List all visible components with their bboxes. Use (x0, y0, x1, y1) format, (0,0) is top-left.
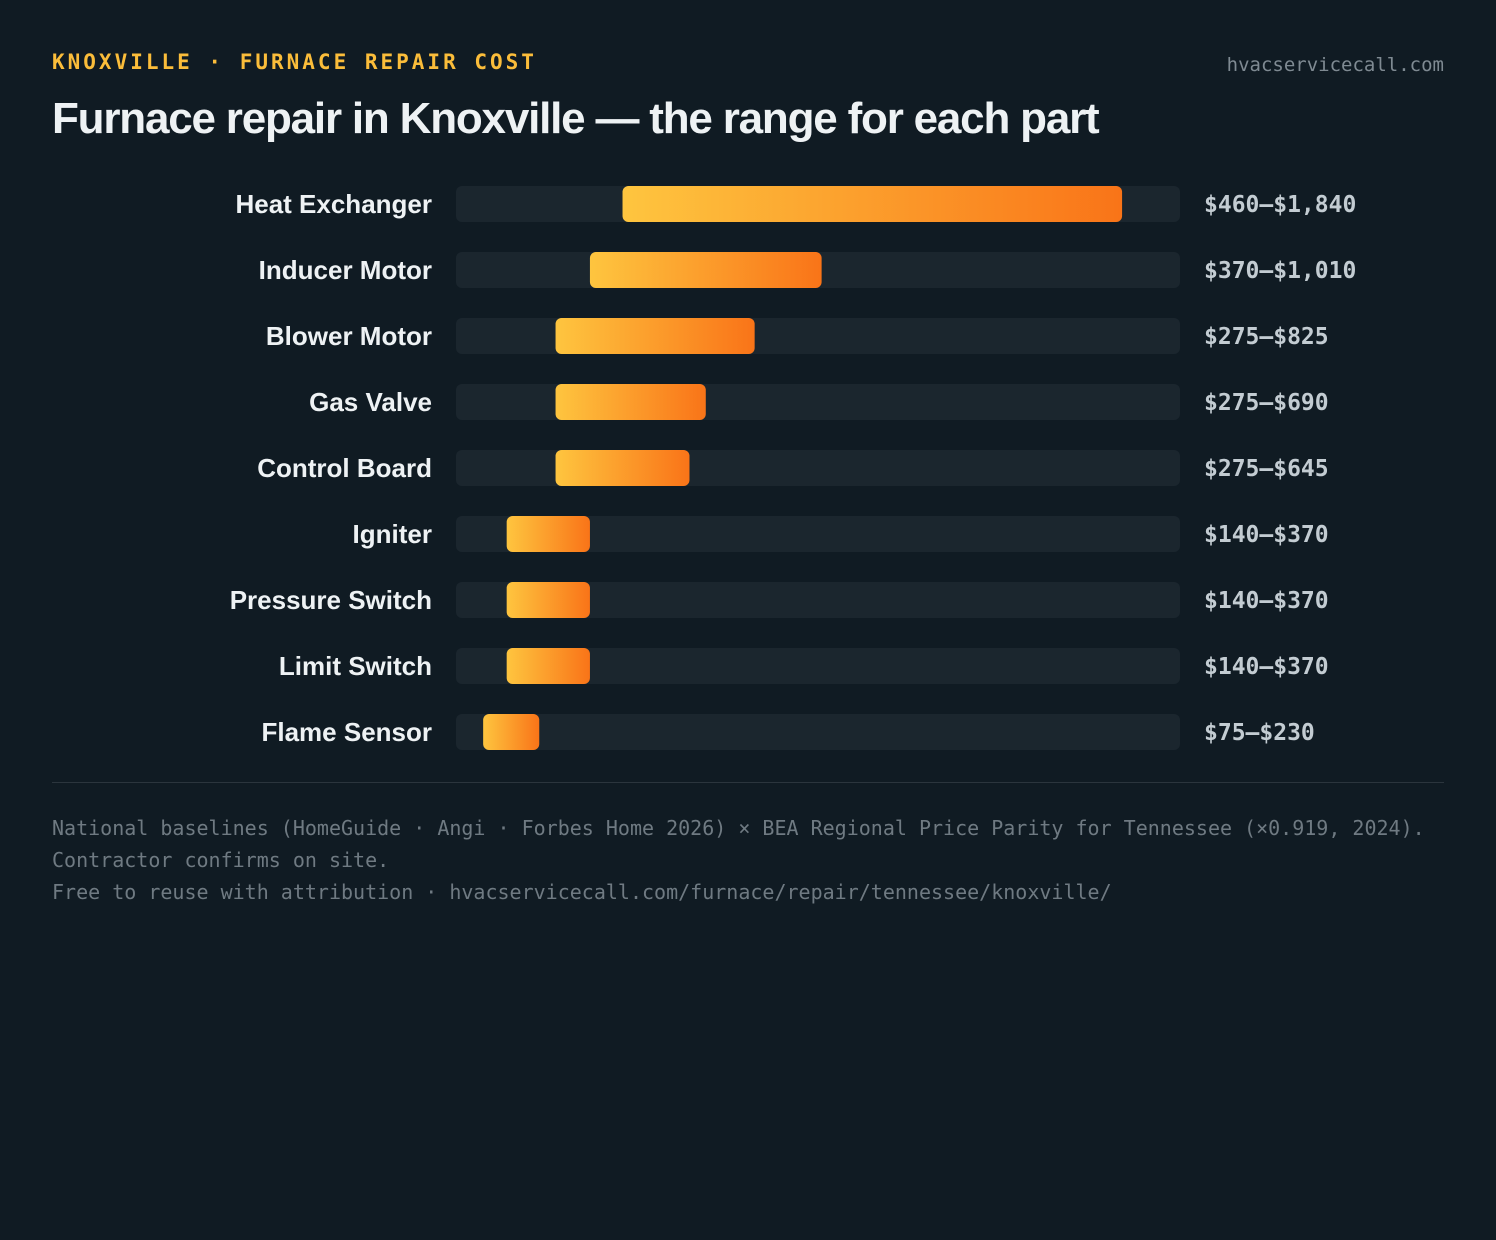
value-label: $275–$690 (1204, 390, 1329, 416)
category-label: Gas Valve (309, 387, 432, 417)
footer-divider (52, 782, 1444, 783)
bar-row-blower-motor: Blower Motor $275–$825 (266, 318, 1329, 354)
bar-track (456, 582, 1180, 618)
range-bar (589, 252, 822, 288)
site-domain: hvacservicecall.com (1226, 54, 1444, 76)
eyebrow-label: KNOXVILLE · FURNACE REPAIR COST (52, 50, 537, 74)
bar-row-igniter: Igniter $140–$370 (353, 516, 1329, 552)
bar-row-gas-valve: Gas Valve $275–$690 (309, 384, 1329, 420)
bar-track (456, 516, 1180, 552)
bar-track (456, 714, 1180, 750)
value-label: $140–$370 (1204, 522, 1329, 548)
footer-attribution-line: Free to reuse with attribution · hvacser… (52, 880, 1112, 904)
value-label: $75–$230 (1204, 720, 1315, 746)
footer-note: National baselines (HomeGuide · Angi · F… (52, 812, 1444, 908)
range-bar-chart: Heat Exchanger $460–$1,840 Inducer Motor $3… (230, 186, 1356, 750)
category-label: Igniter (353, 519, 432, 549)
bar-row-flame-sensor: Flame Sensor $75–$230 (261, 714, 1315, 750)
category-label: Flame Sensor (261, 717, 432, 747)
value-label: $140–$370 (1204, 654, 1329, 680)
range-bar (555, 384, 706, 420)
bar-row-inducer-motor: Inducer Motor $370–$1,010 (259, 252, 1356, 288)
category-label: Heat Exchanger (235, 189, 432, 219)
value-label: $460–$1,840 (1204, 192, 1356, 218)
bar-row-control-board: Control Board $275–$645 (257, 450, 1329, 486)
range-bar (506, 582, 590, 618)
bar-row-pressure-switch: Pressure Switch $140–$370 (230, 582, 1329, 618)
category-label: Inducer Motor (259, 255, 432, 285)
footer-source-line: National baselines (HomeGuide · Angi · F… (52, 816, 1425, 872)
category-label: Limit Switch (279, 651, 432, 681)
value-label: $370–$1,010 (1204, 258, 1356, 284)
range-bar (555, 318, 755, 354)
value-label: $140–$370 (1204, 588, 1329, 614)
category-label: Pressure Switch (230, 585, 432, 615)
range-bar (506, 648, 590, 684)
bar-row-heat-exchanger: Heat Exchanger $460–$1,840 (235, 186, 1356, 222)
bar-track (456, 648, 1180, 684)
range-bar (555, 450, 690, 486)
category-label: Blower Motor (266, 321, 432, 351)
range-bar (506, 516, 590, 552)
range-bar (622, 186, 1123, 222)
chart-title: Furnace repair in Knoxville — the range … (52, 94, 1100, 143)
value-label: $275–$825 (1204, 324, 1329, 350)
value-label: $275–$645 (1204, 456, 1329, 482)
bar-row-limit-switch: Limit Switch $140–$370 (279, 648, 1329, 684)
range-bar (483, 714, 540, 750)
category-label: Control Board (257, 453, 432, 483)
